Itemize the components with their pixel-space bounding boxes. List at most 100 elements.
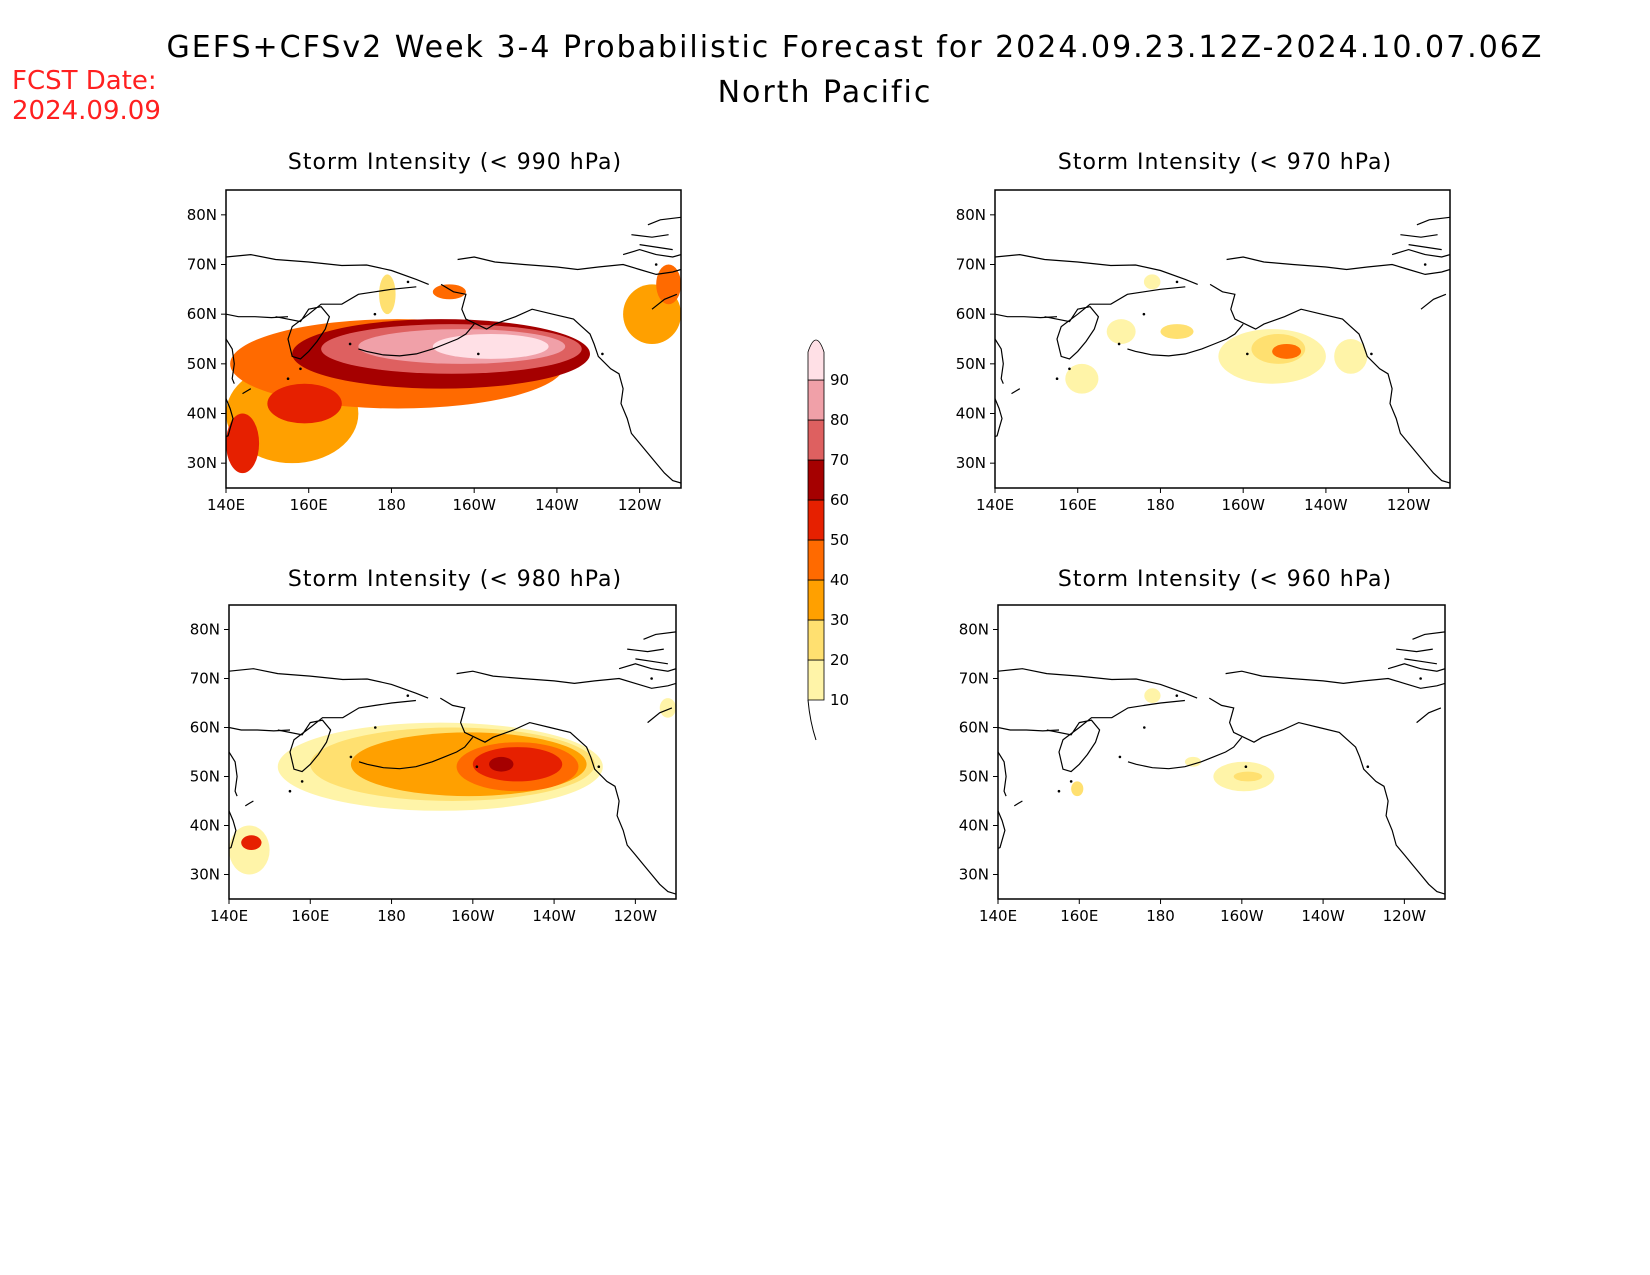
island-marker xyxy=(406,694,410,697)
coastline xyxy=(1127,736,1243,770)
probability-field xyxy=(995,216,1450,484)
coastline xyxy=(440,283,681,484)
lat-tick-label: 40N xyxy=(190,817,220,835)
panel-title-990: Storm Intensity (< 990 hPa) xyxy=(287,150,623,175)
coastline xyxy=(998,810,1006,850)
probability-area xyxy=(1071,781,1084,797)
colorbar-level-label: 40 xyxy=(830,571,849,589)
lon-tick-label: 160W xyxy=(451,907,495,925)
coastline xyxy=(1225,670,1445,689)
coastline xyxy=(439,697,676,895)
coastline xyxy=(358,736,474,770)
lat-tick-label: 70N xyxy=(956,256,986,274)
probability-area xyxy=(226,413,260,474)
probability-area xyxy=(267,383,342,424)
region-subtitle: North Pacific xyxy=(717,75,933,110)
coastline xyxy=(1416,707,1442,724)
lat-tick-label: 60N xyxy=(190,719,220,737)
island-marker xyxy=(597,765,601,768)
probability-field xyxy=(998,631,1445,895)
coastline xyxy=(242,388,252,395)
coastline xyxy=(457,256,681,276)
lon-tick-label: 180 xyxy=(377,907,406,925)
coastline xyxy=(229,751,238,797)
probability-area xyxy=(472,747,563,782)
probability-colorbar: 10 20 30 40 50 60 70 80 90 xyxy=(807,339,849,741)
probability-field xyxy=(229,631,676,895)
probability-area xyxy=(241,835,262,850)
map-frame xyxy=(228,604,677,900)
lat-tick-label: 60N xyxy=(187,305,217,323)
coastline xyxy=(647,216,681,226)
probability-area xyxy=(1144,688,1161,703)
coastline xyxy=(226,338,235,384)
colorbar-swatch xyxy=(807,579,825,621)
map-panel-960: 140E 160E 180 160W 140W 120W 80N 70N 60N 50N 40N 30… xyxy=(959,604,1446,925)
coastline xyxy=(651,293,678,310)
island-marker xyxy=(650,677,653,680)
lon-tick-label: 140W xyxy=(535,496,579,514)
island-marker xyxy=(1246,352,1249,356)
probability-area xyxy=(1272,343,1302,359)
coastline xyxy=(229,668,429,699)
island-marker xyxy=(1068,367,1071,371)
probability-area xyxy=(489,756,514,772)
coastline xyxy=(995,253,1198,285)
panel-title-970: Storm Intensity (< 970 hPa) xyxy=(1057,150,1393,175)
coastline xyxy=(631,234,669,238)
fcst-date-label: FCST Date: xyxy=(12,66,157,96)
probability-area xyxy=(1334,339,1368,374)
lat-tick-label: 70N xyxy=(190,670,220,688)
island-marker xyxy=(1244,765,1248,768)
lon-tick-label: 120W xyxy=(614,907,658,925)
probability-area xyxy=(379,274,396,315)
island-marker xyxy=(1057,789,1061,793)
coastline xyxy=(995,313,1058,319)
lat-tick-label: 40N xyxy=(187,405,217,423)
coastline xyxy=(1420,293,1447,310)
lat-tick-label: 50N xyxy=(187,355,217,373)
colorbar-level-label: 80 xyxy=(830,411,849,429)
island-marker xyxy=(1366,765,1370,768)
lon-tick-label: 140W xyxy=(532,907,576,925)
lat-tick-label: 30N xyxy=(959,866,989,884)
lon-tick-label: 160E xyxy=(1059,496,1097,514)
lat-tick-label: 30N xyxy=(190,866,220,884)
probability-area xyxy=(1065,363,1099,394)
colorbar-swatch xyxy=(807,459,825,501)
coastline xyxy=(1404,658,1437,665)
lat-tick-label: 60N xyxy=(956,305,986,323)
island-marker xyxy=(1175,280,1179,284)
lat-tick-label: 60N xyxy=(959,719,989,737)
island-marker xyxy=(288,789,292,793)
coastline xyxy=(627,648,664,653)
coastline xyxy=(1400,234,1438,238)
coastline xyxy=(1044,286,1186,360)
colorbar-swatch xyxy=(807,339,825,381)
island-marker xyxy=(475,765,479,768)
coastline xyxy=(1226,256,1450,276)
lat-tick-label: 50N xyxy=(959,768,989,786)
island-marker xyxy=(1142,726,1146,729)
probability-area xyxy=(1160,324,1194,339)
coastline xyxy=(226,253,429,285)
map-panel-970: 140E 160E 180 160W 140W 120W 80N 70N 60N 50N 40N 30… xyxy=(956,189,1451,514)
island-marker xyxy=(1069,780,1073,783)
lat-tick-label: 70N xyxy=(187,256,217,274)
colorbar-swatch xyxy=(807,619,825,661)
coastline xyxy=(229,726,291,732)
panel-title-980: Storm Intensity (< 980 hPa) xyxy=(287,567,623,592)
lon-tick-label: 180 xyxy=(1146,496,1175,514)
coastline xyxy=(618,663,676,672)
probability-area xyxy=(656,264,681,305)
colorbar-swatch xyxy=(807,499,825,541)
coastline xyxy=(995,398,1003,438)
lon-tick-label: 160E xyxy=(1060,907,1098,925)
island-marker xyxy=(1055,377,1059,381)
colorbar-level-label: 60 xyxy=(830,491,849,509)
island-marker xyxy=(601,352,604,356)
lon-tick-label: 160E xyxy=(291,907,329,925)
lat-tick-label: 80N xyxy=(190,621,220,639)
coastline xyxy=(226,398,234,438)
probability-field xyxy=(226,216,681,484)
